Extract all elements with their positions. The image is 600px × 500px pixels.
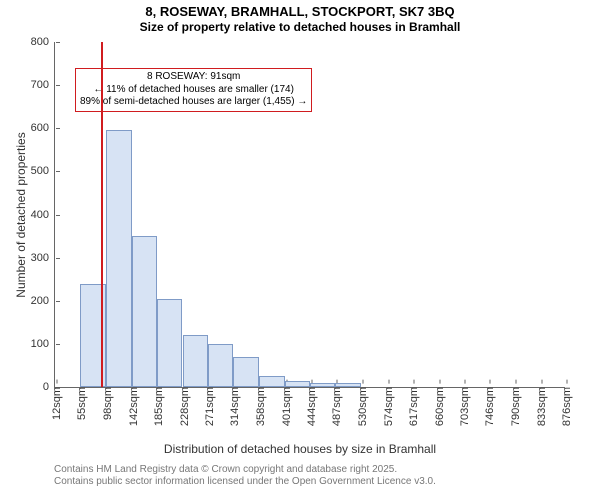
x-tick: 790sqm (506, 387, 522, 426)
footer-line-1: Contains HM Land Registry data © Crown c… (54, 464, 436, 476)
x-tick: 271sqm (200, 387, 216, 426)
x-tick: 876sqm (557, 387, 573, 426)
plot-area: 8 ROSEWAY: 91sqm ← 11% of detached house… (54, 42, 565, 388)
property-marker-line (101, 42, 103, 387)
x-tick: 55sqm (72, 387, 88, 420)
y-tick: 500 (31, 165, 55, 177)
histogram-bar (335, 383, 360, 387)
histogram-bar (183, 335, 208, 387)
x-tick: 228sqm (175, 387, 191, 426)
histogram-bar (132, 236, 157, 387)
x-tick: 617sqm (404, 387, 420, 426)
x-axis-label: Distribution of detached houses by size … (164, 442, 436, 456)
histogram-bar (106, 130, 132, 387)
chart-container: 8, ROSEWAY, BRAMHALL, STOCKPORT, SK7 3BQ… (0, 0, 600, 500)
annotation-line-3: 89% of semi-detached houses are larger (… (80, 96, 307, 109)
x-tick: 487sqm (327, 387, 343, 426)
histogram-bar (285, 381, 310, 387)
x-tick: 358sqm (251, 387, 267, 426)
histogram-bar (259, 376, 284, 387)
y-axis-label: Number of detached properties (14, 132, 28, 297)
y-tick: 700 (31, 79, 55, 91)
y-tick: 200 (31, 295, 55, 307)
histogram-bar (233, 357, 259, 387)
footer-line-2: Contains public sector information licen… (54, 476, 436, 488)
x-tick: 530sqm (353, 387, 369, 426)
footer-attribution: Contains HM Land Registry data © Crown c… (54, 464, 436, 488)
histogram-bar (208, 344, 233, 387)
y-tick: 600 (31, 122, 55, 134)
annotation-box: 8 ROSEWAY: 91sqm ← 11% of detached house… (75, 68, 312, 112)
x-tick: 98sqm (98, 387, 114, 420)
x-tick: 574sqm (379, 387, 395, 426)
x-tick: 746sqm (480, 387, 496, 426)
x-tick: 314sqm (225, 387, 241, 426)
title-line-1: 8, ROSEWAY, BRAMHALL, STOCKPORT, SK7 3BQ (0, 4, 600, 20)
x-tick: 703sqm (455, 387, 471, 426)
annotation-line-1: 8 ROSEWAY: 91sqm (80, 71, 307, 84)
x-tick: 660sqm (430, 387, 446, 426)
x-tick: 444sqm (302, 387, 318, 426)
annotation-line-2: ← 11% of detached houses are smaller (17… (80, 84, 307, 97)
y-tick: 400 (31, 209, 55, 221)
x-tick: 185sqm (149, 387, 165, 426)
x-tick: 401sqm (277, 387, 293, 426)
y-tick: 300 (31, 252, 55, 264)
y-tick: 100 (31, 338, 55, 350)
x-tick: 833sqm (532, 387, 548, 426)
x-tick: 12sqm (47, 387, 63, 420)
chart-title: 8, ROSEWAY, BRAMHALL, STOCKPORT, SK7 3BQ… (0, 0, 600, 34)
title-line-2: Size of property relative to detached ho… (0, 20, 600, 34)
y-tick: 800 (31, 36, 55, 48)
x-tick: 142sqm (124, 387, 140, 426)
histogram-bar (157, 299, 182, 387)
histogram-bar (310, 383, 335, 387)
